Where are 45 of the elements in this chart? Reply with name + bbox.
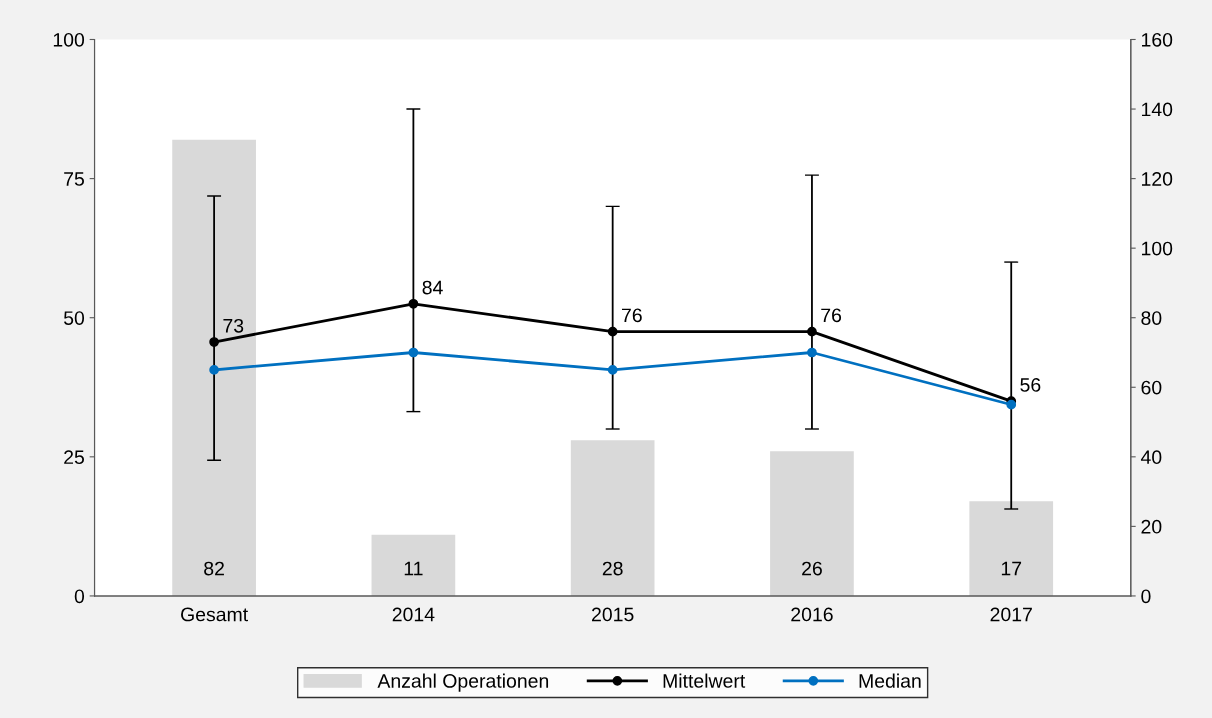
x-tick-label: 2015 [592, 607, 634, 622]
point [209, 365, 219, 375]
y-tick-label: 100 [53, 32, 85, 47]
x-tick-label: 2017 [990, 607, 1032, 622]
y-tick-label: 50 [63, 311, 85, 325]
y-tick-label: 25 [64, 450, 84, 465]
y-tick-label: 0 [74, 589, 85, 604]
point [209, 337, 219, 347]
y2-tick-label: 120 [1142, 172, 1173, 186]
data-label: 76 [821, 308, 842, 323]
legend-label: Median [859, 673, 921, 688]
bar [172, 139, 256, 596]
y2-tick-label: 140 [1142, 102, 1173, 117]
point [607, 326, 618, 337]
legend-label: Anzahl Operationen [377, 673, 549, 692]
bar [570, 440, 655, 596]
y-tick-label: 75 [64, 172, 84, 186]
point [807, 347, 817, 358]
x-tick-label: 2014 [392, 607, 435, 622]
data-label: 73 [223, 318, 244, 333]
y2-tick-label: 20 [1141, 519, 1162, 534]
y2-tick-label: 160 [1142, 32, 1173, 47]
data-label: 56 [1020, 378, 1041, 392]
bar [770, 451, 854, 596]
data-label: 11 [404, 561, 423, 576]
point [408, 298, 419, 309]
legend-label: Mittelwert [663, 673, 746, 688]
data-label: 26 [802, 561, 822, 576]
data-label: 82 [204, 561, 224, 576]
y2-tick-label: 60 [1141, 380, 1162, 395]
data-label: 17 [1001, 561, 1022, 576]
y2-tick-label: 40 [1140, 450, 1162, 465]
data-label: 84 [422, 280, 443, 295]
bar [969, 501, 1054, 596]
y2-tick-label: 80 [1141, 311, 1162, 325]
y2-tick-label: 100 [1142, 241, 1173, 256]
x-tick-label: 2016 [791, 607, 833, 622]
point [607, 365, 618, 375]
data-label: 76 [622, 308, 642, 323]
point [408, 347, 419, 358]
bar [371, 534, 456, 596]
y2-tick-label: 0 [1141, 589, 1151, 604]
point [807, 326, 817, 337]
data-label: 28 [602, 561, 623, 576]
x-tick-label: Gesamt [181, 607, 248, 622]
